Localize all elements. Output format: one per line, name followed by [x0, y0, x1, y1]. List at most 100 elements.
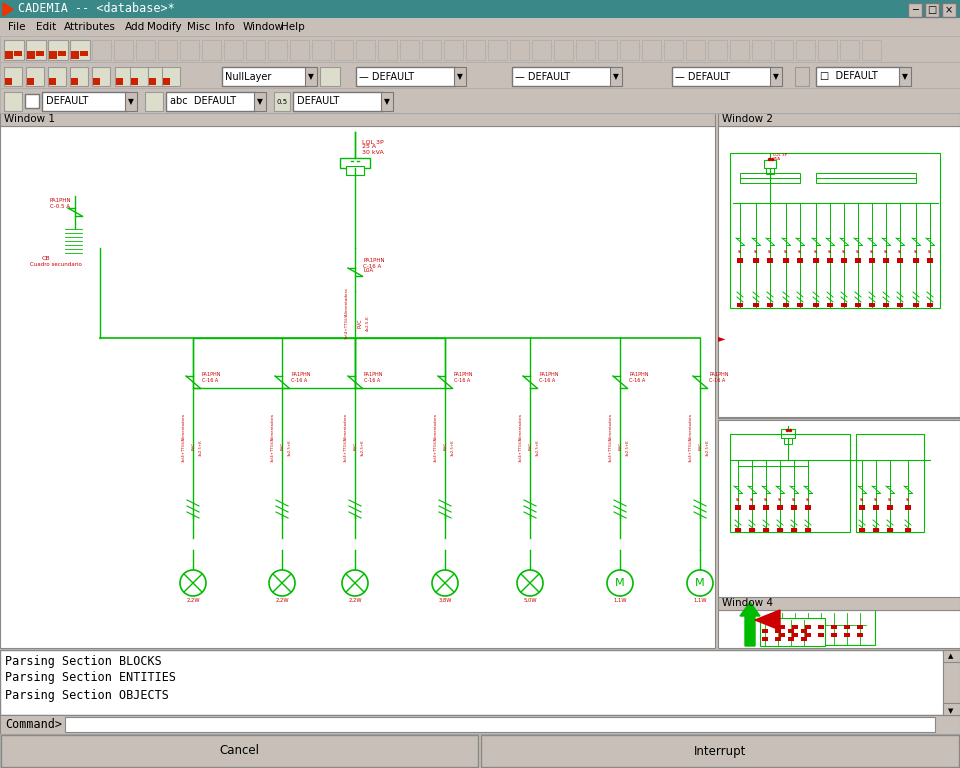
Bar	[897, 303, 903, 307]
Bar	[158, 40, 177, 60]
Bar	[381, 92, 393, 111]
Text: PA: PA	[784, 250, 788, 254]
Text: DEFAULT: DEFAULT	[46, 97, 88, 107]
Text: PVC: PVC	[354, 442, 358, 450]
Text: □: □	[927, 5, 937, 15]
Text: C-16 A: C-16 A	[629, 378, 645, 382]
Bar	[718, 597, 960, 610]
Text: PA1PHN: PA1PHN	[363, 259, 385, 263]
Bar	[554, 40, 573, 60]
Bar	[145, 92, 163, 111]
Bar	[598, 40, 617, 60]
Text: C-16 A: C-16 A	[364, 378, 380, 382]
Bar	[883, 303, 889, 307]
Bar	[764, 160, 776, 168]
Text: 5,0W: 5,0W	[523, 598, 537, 603]
Bar	[943, 650, 960, 662]
Bar	[27, 51, 35, 59]
Bar	[36, 51, 44, 56]
Text: Attributes: Attributes	[64, 22, 116, 32]
Text: ─: ─	[912, 5, 918, 15]
Bar	[222, 67, 307, 86]
Bar	[1, 735, 478, 767]
Text: 3x2.5+K: 3x2.5+K	[451, 440, 455, 456]
Text: Modify: Modify	[148, 22, 182, 32]
Bar	[818, 40, 837, 60]
Bar	[783, 303, 789, 307]
Bar	[777, 505, 783, 510]
Bar	[378, 40, 397, 60]
Bar	[642, 40, 661, 60]
Text: PA1PHN: PA1PHN	[364, 372, 383, 378]
Bar	[668, 67, 670, 86]
Bar	[873, 528, 879, 532]
Bar	[27, 78, 34, 85]
Bar	[718, 417, 960, 418]
Bar	[718, 113, 960, 126]
Text: 30 kVA: 30 kVA	[362, 150, 384, 154]
Bar	[827, 258, 833, 263]
Bar	[859, 505, 865, 510]
Bar	[763, 505, 769, 510]
Bar	[840, 40, 859, 60]
Bar	[92, 67, 110, 86]
Bar	[293, 92, 383, 111]
Bar	[805, 633, 811, 637]
Text: Cuadro secundario: Cuadro secundario	[30, 261, 82, 266]
Text: ▼: ▼	[902, 72, 908, 81]
Bar	[779, 633, 785, 637]
Text: PA: PA	[764, 498, 768, 502]
Text: PVC: PVC	[699, 442, 703, 450]
Text: 3x(4+TTG)/Alimentadora: 3x(4+TTG)/Alimentadora	[182, 413, 186, 462]
Polygon shape	[740, 602, 760, 646]
Text: Misc: Misc	[186, 22, 209, 32]
Bar	[162, 67, 180, 86]
Bar	[805, 625, 811, 629]
Bar	[857, 633, 863, 637]
Text: PA: PA	[874, 498, 878, 502]
Text: PA: PA	[856, 250, 860, 254]
Bar	[905, 528, 911, 532]
Text: PVC: PVC	[619, 442, 623, 450]
Text: — DEFAULT: — DEFAULT	[515, 71, 570, 81]
Text: 3x2.5+K: 3x2.5+K	[626, 440, 630, 456]
Bar	[5, 78, 12, 85]
Bar	[193, 338, 355, 388]
Bar	[0, 126, 715, 648]
Text: Command>: Command>	[5, 718, 62, 731]
Circle shape	[607, 570, 633, 596]
Bar	[775, 610, 875, 645]
Bar	[735, 528, 741, 532]
Bar	[149, 78, 156, 85]
Text: PA: PA	[828, 250, 832, 254]
Bar	[26, 40, 46, 60]
Bar	[792, 633, 798, 637]
Bar	[797, 303, 803, 307]
Bar	[760, 618, 825, 646]
Text: PA1PHN: PA1PHN	[50, 198, 72, 204]
Text: ×: ×	[945, 5, 953, 15]
Bar	[576, 40, 595, 60]
Text: 25 A: 25 A	[362, 144, 376, 150]
Bar	[148, 67, 166, 86]
Circle shape	[180, 570, 206, 596]
Text: ▼: ▼	[948, 708, 953, 714]
Polygon shape	[755, 610, 780, 630]
Bar	[818, 625, 824, 629]
Bar	[737, 303, 743, 307]
Bar	[818, 633, 824, 637]
Polygon shape	[3, 3, 13, 16]
Text: C-16 A: C-16 A	[363, 263, 381, 269]
Text: PA: PA	[736, 498, 740, 502]
Text: C-16 A: C-16 A	[539, 378, 555, 382]
Bar	[913, 258, 919, 263]
Text: M: M	[695, 578, 705, 588]
Bar	[508, 67, 510, 86]
Text: CADEMIA -- <database>*: CADEMIA -- <database>*	[18, 2, 175, 15]
Bar	[718, 126, 960, 418]
Bar	[70, 40, 90, 60]
Bar	[752, 40, 771, 60]
Bar	[749, 528, 755, 532]
Bar	[775, 629, 781, 633]
Text: PA1PHN: PA1PHN	[454, 372, 473, 378]
